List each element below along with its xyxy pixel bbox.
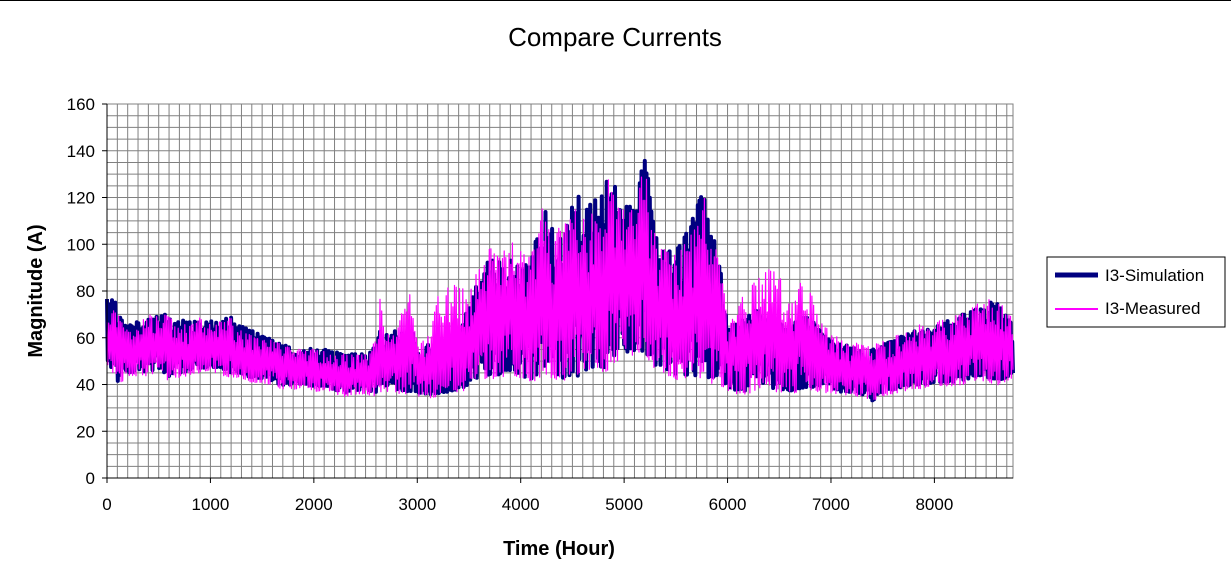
y-tick-label: 120: [67, 189, 95, 208]
y-tick-label: 20: [76, 422, 95, 441]
y-tick-label: 40: [76, 376, 95, 395]
x-tick-label: 5000: [605, 495, 643, 514]
y-tick-label: 80: [76, 282, 95, 301]
y-tick-label: 140: [67, 142, 95, 161]
y-axis-title: Magnitude (A): [25, 224, 47, 357]
series-layer: [105, 158, 1015, 403]
legend-label-simulation: I3-Simulation: [1105, 266, 1204, 285]
ticks: 0 20 40 60 80 100 120 140 160 0 1000 2000 3000 4000 50…: [67, 95, 954, 514]
series-line-measured: [106, 176, 1014, 400]
legend-label-measured: I3-Measured: [1105, 299, 1200, 318]
x-tick-label: 6000: [709, 495, 747, 514]
x-axis-title: Time (Hour): [503, 538, 615, 560]
y-tick-label: 0: [86, 469, 95, 488]
x-tick-label: 1000: [192, 495, 230, 514]
x-tick-label: 8000: [915, 495, 953, 514]
chart-title: Compare Currents: [508, 22, 722, 52]
x-tick-label: 7000: [812, 495, 850, 514]
x-tick-label: 2000: [295, 495, 333, 514]
legend-box: [1046, 256, 1226, 328]
x-tick-label: 4000: [502, 495, 540, 514]
y-tick-label: 60: [76, 329, 95, 348]
y-tick-label: 160: [67, 95, 95, 114]
y-tick-label: 100: [67, 235, 95, 254]
x-tick-label: 0: [102, 495, 111, 514]
x-tick-label: 3000: [398, 495, 436, 514]
legend: I3-Simulation I3-Measured: [1046, 256, 1226, 328]
